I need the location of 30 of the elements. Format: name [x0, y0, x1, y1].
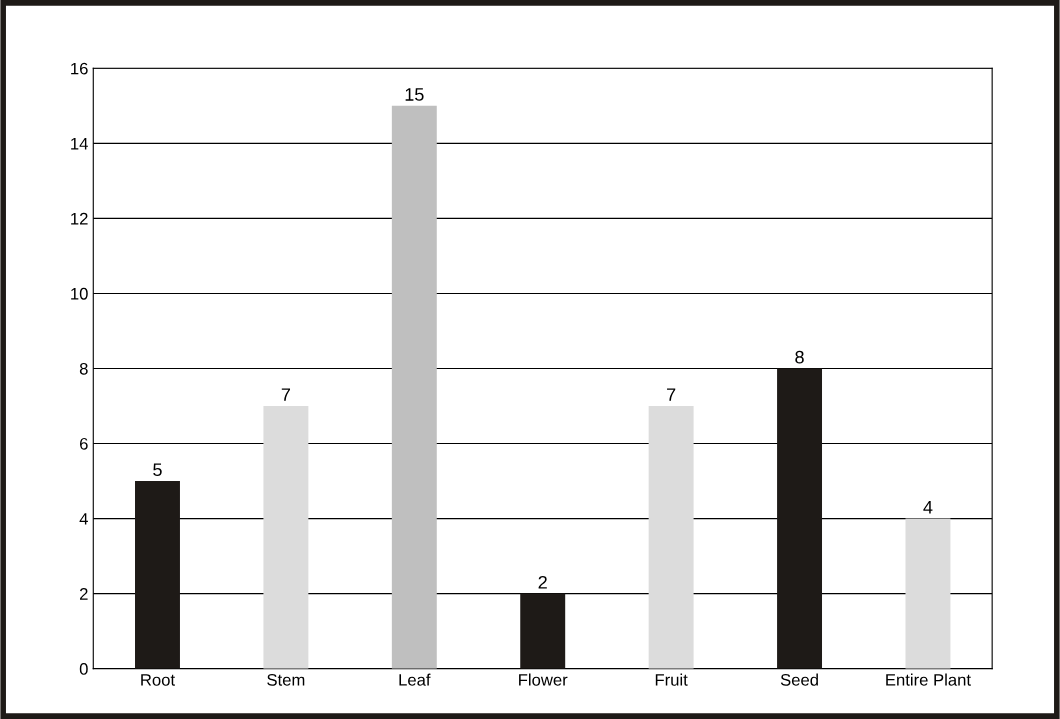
y-tick-label: 8 — [79, 362, 88, 375]
x-tick-label: Flower — [519, 673, 568, 686]
data-label: 15 — [405, 88, 424, 101]
data-label: 7 — [281, 388, 291, 401]
y-tick-label: 10 — [71, 287, 88, 300]
x-tick-label: Seed — [780, 673, 818, 686]
y-tick-label: 14 — [71, 137, 88, 150]
data-label: 7 — [667, 388, 676, 401]
y-tick-label: 16 — [71, 62, 88, 75]
bar — [391, 105, 437, 669]
x-tick-label: Root — [141, 674, 175, 686]
bar — [263, 406, 309, 669]
x-tick-label: Stem — [267, 673, 305, 686]
y-tick-label: 4 — [79, 513, 88, 525]
bar — [905, 518, 951, 669]
bar — [648, 406, 694, 669]
y-tick-label: 6 — [80, 437, 88, 450]
x-tick-label: Fruit — [655, 673, 688, 686]
y-tick-label: 0 — [79, 663, 88, 675]
x-tick-label: Leaf — [399, 673, 431, 686]
bar — [520, 593, 566, 669]
bar — [777, 368, 823, 669]
y-tick-label: 12 — [71, 212, 88, 225]
data-label: 4 — [923, 501, 933, 514]
y-tick-label: 2 — [79, 588, 88, 600]
data-label: 5 — [153, 463, 162, 477]
data-label: 8 — [795, 350, 804, 364]
bar — [135, 481, 180, 669]
data-label: 2 — [538, 575, 547, 589]
x-tick-label: Entire Plant — [886, 673, 971, 686]
